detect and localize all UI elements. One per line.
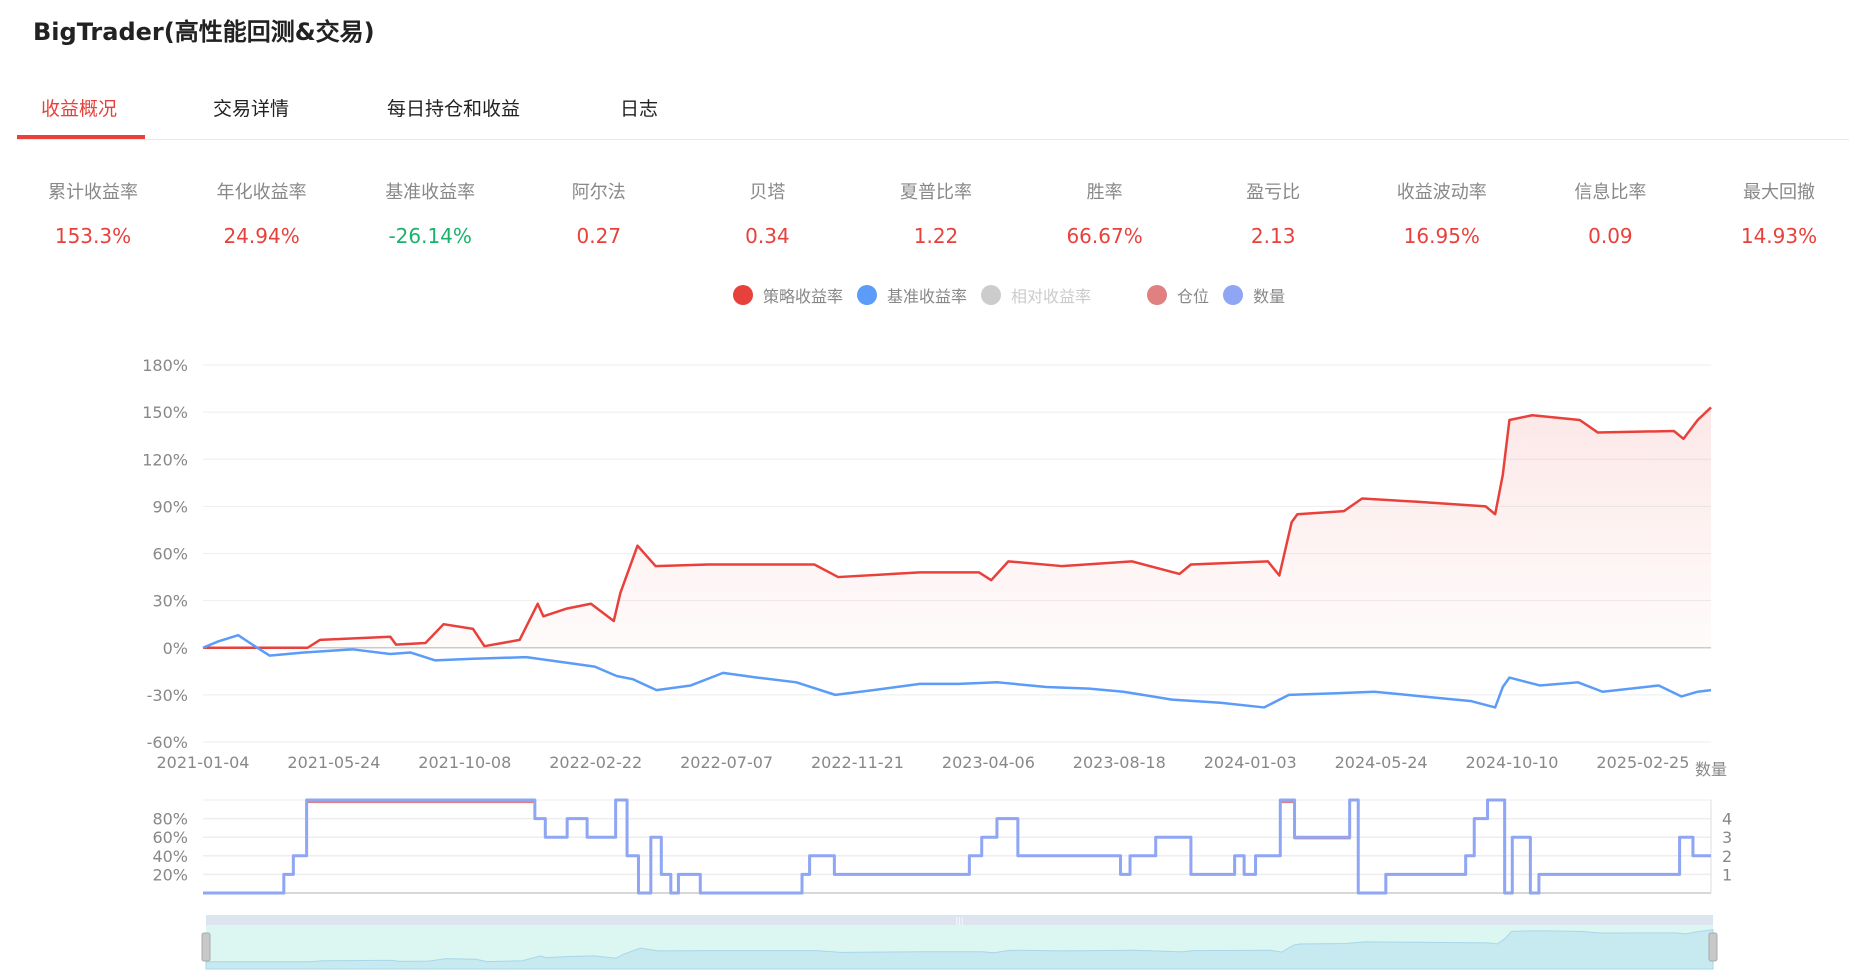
metric-value: 0.34 [745,224,790,248]
x-tick-label: 2022-11-21 [811,753,904,772]
x-tick-label: 2023-08-18 [1073,753,1166,772]
x-tick-label: 2021-01-04 [157,753,250,772]
legend-dot-icon [857,285,878,305]
metric: 基准收益率 -26.14% [350,178,510,248]
quantity-y-tick-label: 2 [1722,847,1732,866]
strategy-area-fill [203,407,1711,648]
tab-daily-positions[interactable]: 每日持仓和收益 [387,98,521,120]
y-tick-label: 180% [142,356,188,375]
position-y-tick-label: 80% [152,810,188,829]
metric: 年化收益率 24.94% [182,178,342,248]
legend-label: 仓位 [1177,287,1210,306]
chart-legend: 策略收益率 基准收益率 相对收益率 仓位 数量 [733,283,1299,307]
legend-label: 相对收益率 [1011,287,1092,306]
position-y-tick-label: 20% [152,865,188,884]
legend-dot-icon [981,285,1002,305]
legend-strategy-return[interactable]: 策略收益率 [733,283,843,307]
app-title: BigTrader(高性能回测&交易) [33,18,375,46]
metric-value: 1.22 [913,224,959,248]
x-tick-label: 2022-07-07 [680,753,773,772]
metric-value: -26.14% [388,224,472,248]
x-tick-label: 2024-01-03 [1204,753,1297,772]
y-tick-label: 60% [152,545,188,564]
metric: 收益波动率 16.95% [1362,178,1522,248]
metric-value: 0.27 [576,224,622,248]
metric-label: 贝塔 [749,182,786,203]
legend-dot-icon [1147,285,1168,305]
metric-value: 66.67% [1066,224,1143,248]
slider-left-handle[interactable] [201,932,211,962]
y-tick-label: 0% [163,639,188,658]
legend-benchmark-return[interactable]: 基准收益率 [857,283,967,307]
metric-label: 收益波动率 [1396,182,1487,203]
metric: 最大回撤 14.93% [1699,178,1849,248]
metric: 信息比率 0.09 [1530,178,1690,248]
tab-bar: 收益概况 交易详情 每日持仓和收益 日志 [17,86,1849,140]
metric-value: 2.13 [1250,224,1296,248]
y-tick-label: 90% [152,497,188,516]
legend-quantity[interactable]: 数量 [1223,283,1285,307]
x-tick-label: 2024-05-24 [1335,753,1428,772]
metric: 胜率 66.67% [1025,178,1185,248]
metric-value: 14.93% [1740,224,1818,248]
legend-position[interactable]: 仓位 [1147,283,1209,307]
metric: 盈亏比 2.13 [1193,178,1353,248]
legend-relative-return[interactable]: 相对收益率 [981,283,1091,307]
metric-value: 24.94% [223,224,300,248]
metric-label: 胜率 [1086,182,1123,203]
quantity-y-tick-label: 1 [1722,865,1732,884]
position-y-tick-label: 60% [152,828,188,847]
quantity-y-tick-label: 3 [1722,828,1732,847]
legend-dot-icon [733,285,753,305]
quantity-y-tick-label: 4 [1722,810,1732,829]
metric: 夏普比率 1.22 [856,178,1016,248]
position-line [203,798,1711,895]
metric-value: 16.95% [1403,224,1480,248]
metric: 累计收益率 153.3% [13,178,173,248]
y-tick-label: -30% [147,686,188,705]
position-y-tick-label: 40% [152,847,188,866]
slider-right-handle[interactable] [1708,932,1718,962]
strategy-return-line [203,406,1712,649]
metric: 阿尔法 0.27 [519,178,679,248]
metric-value: 153.3% [54,224,132,248]
quantity-axis-label: 数量 [1695,760,1727,779]
slider-track [206,915,1713,925]
metric-label: 基准收益率 [385,182,476,203]
slider-drag-grip-icon: ||| [955,916,963,925]
slider-preview-area [205,929,1714,970]
legend-label: 基准收益率 [887,287,968,306]
tab-return-overview[interactable]: 收益概况 [41,98,118,120]
x-tick-label: 2021-05-24 [287,753,380,772]
metric-label: 最大回撤 [1743,182,1815,203]
metric: 贝塔 0.34 [687,178,847,248]
metric-label: 盈亏比 [1246,182,1301,203]
metric-label: 夏普比率 [900,182,972,203]
x-tick-label: 2024-10-10 [1466,753,1559,772]
x-tick-label: 2023-04-06 [942,753,1035,772]
x-tick-label: 2021-10-08 [418,753,511,772]
y-tick-label: 120% [142,450,188,469]
legend-dot-icon [1223,285,1244,305]
tab-trade-details[interactable]: 交易详情 [213,98,290,120]
legend-label: 数量 [1253,287,1286,306]
metric-label: 累计收益率 [48,182,138,203]
y-tick-label: 30% [152,592,188,611]
metric-label: 阿尔法 [571,182,626,203]
quantity-line [203,798,1711,895]
active-tab-indicator [17,135,145,139]
tab-log[interactable]: 日志 [620,98,659,120]
y-tick-label: 150% [142,403,188,422]
legend-label: 策略收益率 [763,287,844,306]
x-tick-label: 2025-02-25 [1596,753,1689,772]
benchmark-return-line [202,633,1712,709]
metric-label: 年化收益率 [216,182,307,203]
metric-label: 信息比率 [1574,182,1647,203]
x-tick-label: 2022-02-22 [549,753,642,772]
metric-value: 0.09 [1588,224,1633,248]
y-tick-label: -60% [147,733,188,752]
